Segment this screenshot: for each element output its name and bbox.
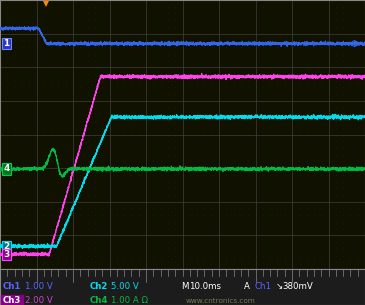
Text: 1.00 V: 1.00 V [25, 282, 53, 291]
Text: 1.00 A Ω: 1.00 A Ω [111, 296, 148, 305]
Text: ↘: ↘ [276, 282, 283, 291]
Text: 4: 4 [3, 164, 10, 174]
Text: 3: 3 [3, 250, 10, 259]
Text: 2.00 V: 2.00 V [25, 296, 53, 305]
Text: www.cntronics.com: www.cntronics.com [186, 298, 256, 304]
Text: 1: 1 [3, 39, 10, 48]
Text: Ch1: Ch1 [255, 282, 272, 291]
Text: 2: 2 [3, 242, 10, 251]
Text: 380mV: 380mV [283, 282, 314, 291]
Text: Ch4: Ch4 [89, 296, 108, 305]
Text: Ch2: Ch2 [89, 282, 108, 291]
Text: 10.0ms: 10.0ms [189, 282, 221, 291]
Text: Ch1: Ch1 [3, 282, 21, 291]
Text: Ch3: Ch3 [3, 296, 21, 305]
Text: M: M [181, 282, 188, 291]
Text: 5.00 V: 5.00 V [111, 282, 139, 291]
Text: A: A [244, 282, 250, 291]
